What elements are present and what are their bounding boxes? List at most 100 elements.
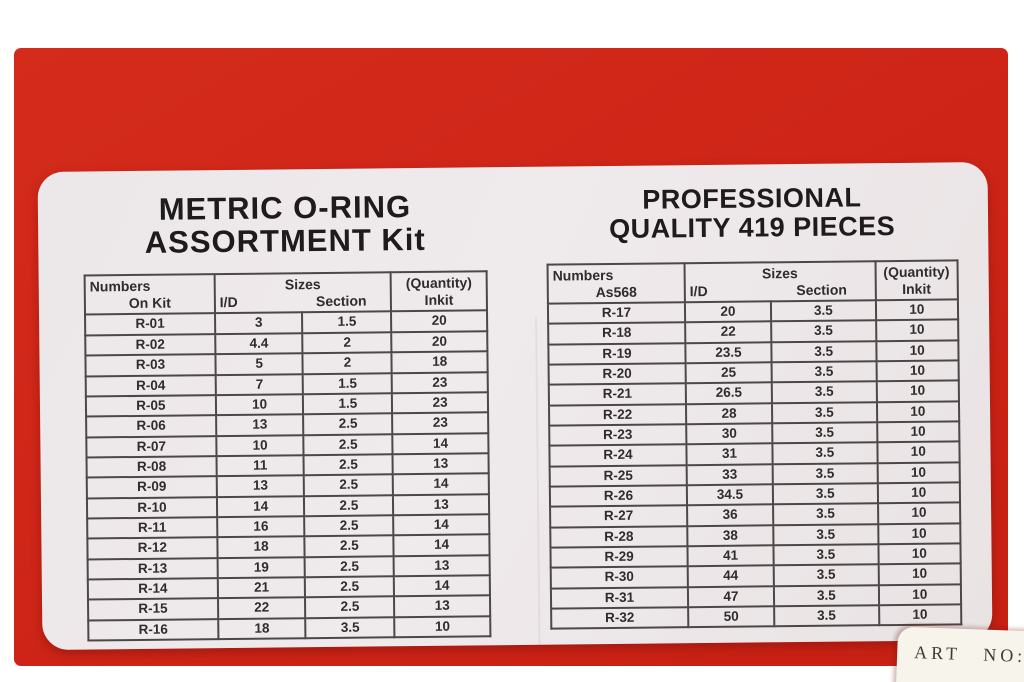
table-cell: 2 — [302, 352, 392, 374]
table-cell: 18 — [391, 351, 488, 373]
table-cell: 10 — [876, 421, 960, 443]
numbers-header-line2: As568 — [595, 283, 637, 300]
table-cell: R-19 — [548, 342, 686, 365]
table-cell: 16 — [216, 516, 305, 538]
numbers-header-line2: On Kit — [128, 294, 171, 312]
table-cell: R-14 — [87, 578, 218, 600]
quantity-header-line2: Inkit — [902, 280, 932, 297]
table-cell: R-13 — [87, 557, 218, 580]
professional-title-line1: PROFESSIONAL — [642, 182, 862, 215]
table-cell: 23.5 — [685, 341, 772, 364]
table-cell: 10 — [875, 339, 959, 362]
table-cell: 2.5 — [305, 596, 395, 618]
table-cell: R-12 — [87, 537, 218, 560]
table-row: R-16 18 3.5 10 — [88, 615, 491, 641]
table-cell: 23 — [392, 392, 489, 414]
table-cell: 22 — [217, 597, 306, 619]
table-cell: 26.5 — [685, 382, 773, 404]
table-cell: 10 — [215, 394, 304, 416]
table-cell: 10 — [876, 360, 959, 382]
table-cell: R-03 — [85, 354, 216, 376]
table-cell: R-18 — [548, 322, 686, 345]
metric-title-line2: ASSORTMENT Kit — [144, 222, 426, 261]
table-cell: 3.5 — [773, 544, 879, 566]
art-no-sticker: ART NO: — [895, 626, 1024, 682]
table-cell: R-31 — [550, 586, 689, 609]
table-cell: 3.5 — [771, 340, 877, 363]
table-cell: R-07 — [86, 435, 217, 458]
section-subheader: Section — [796, 281, 847, 298]
sizes-subheader: I/D Section — [220, 293, 387, 312]
table-cell: 3.5 — [772, 483, 878, 505]
table-cell: 13 — [393, 493, 490, 516]
table-cell: 3.5 — [773, 523, 879, 546]
table-cell: R-26 — [549, 485, 687, 507]
table-cell: 18 — [218, 617, 306, 640]
table-header-row: Numbers On Kit Sizes I/D Section — [84, 271, 488, 315]
metric-title-line1: METRIC O-RING — [158, 189, 412, 227]
sizes-header-label: Sizes — [761, 264, 798, 282]
section-subheader: Section — [315, 292, 367, 310]
metric-title: METRIC O-RING ASSORTMENT Kit — [83, 189, 488, 260]
table-cell: 2.5 — [305, 555, 395, 578]
table-cell: 20 — [391, 331, 488, 353]
sizes-header-label: Sizes — [284, 276, 321, 293]
table-cell: 3.5 — [771, 381, 877, 403]
table-cell: 3 — [214, 312, 303, 334]
table-cell: 3.5 — [773, 584, 879, 607]
table-cell: R-20 — [548, 363, 686, 385]
quantity-header-line1: (Quantity) — [883, 263, 950, 280]
table-cell: 10 — [216, 434, 304, 457]
id-subheader: I/D — [689, 282, 708, 299]
table-cell: R-16 — [88, 618, 219, 641]
table-cell: 3.5 — [772, 422, 877, 444]
numbers-header: Numbers As568 — [547, 262, 685, 304]
id-subheader: I/D — [219, 294, 238, 311]
sizes-subheader: I/D Section — [690, 281, 871, 300]
table-cell: 31 — [686, 443, 773, 465]
table-cell: 11 — [216, 455, 305, 477]
table-cell: 10 — [877, 462, 960, 484]
table-cell: 3.5 — [774, 605, 879, 627]
table-cell: R-28 — [550, 525, 688, 548]
table-cell: R-05 — [85, 394, 216, 417]
table-cell: 14 — [394, 575, 490, 597]
table-cell: 13 — [394, 595, 491, 617]
table-cell: R-11 — [87, 517, 218, 539]
table-cell: R-04 — [85, 374, 216, 397]
table-cell: 22 — [685, 321, 772, 343]
table-cell: 23 — [391, 371, 488, 394]
metric-table-body: R-01 3 1.5 20 R-02 4.4 2 20 R-03 5 2 18 R-04 7 1.5 23 R-… — [85, 310, 491, 641]
table-cell: 3.5 — [772, 462, 878, 485]
numbers-header: Numbers On Kit — [84, 274, 215, 315]
table-cell: 36 — [686, 504, 774, 526]
label-crease — [535, 316, 541, 647]
table-cell: 47 — [687, 586, 775, 608]
as568-oring-table: Numbers As568 Sizes I/D Section — [547, 259, 963, 630]
oring-kit-label: METRIC O-RING ASSORTMENT Kit Numbers On … — [37, 162, 993, 650]
table-cell: 10 — [877, 523, 961, 545]
table-cell: R-23 — [549, 424, 687, 446]
table-cell: R-27 — [550, 505, 688, 528]
numbers-header-line1: Numbers — [552, 266, 614, 284]
table-cell: R-21 — [548, 383, 686, 406]
table-cell: 14 — [216, 495, 305, 518]
table-cell: R-25 — [549, 464, 687, 487]
table-cell: R-17 — [547, 302, 686, 324]
table-cell: R-24 — [549, 444, 687, 467]
table-cell: 14 — [393, 473, 489, 495]
table-cell: 20 — [391, 310, 488, 333]
table-cell: 38 — [687, 524, 774, 547]
table-cell: 10 — [876, 380, 959, 402]
table-cell: 10 — [878, 563, 961, 585]
quantity-header-line2: Inkit — [424, 292, 454, 309]
table-cell: 4.4 — [215, 333, 303, 355]
table-cell: 3.5 — [771, 361, 877, 383]
table-cell: 2 — [302, 332, 392, 354]
art-no-label: ART NO: — [913, 642, 1024, 667]
table-cell: 50 — [688, 606, 775, 628]
table-cell: 7 — [215, 373, 304, 395]
as568-table-body: R-17 20 3.5 10 R-18 22 3.5 10 R-19 23.5 3.5 10 R-20 2… — [547, 299, 962, 630]
table-cell: 2.5 — [303, 454, 394, 476]
table-cell: 23 — [392, 412, 489, 434]
